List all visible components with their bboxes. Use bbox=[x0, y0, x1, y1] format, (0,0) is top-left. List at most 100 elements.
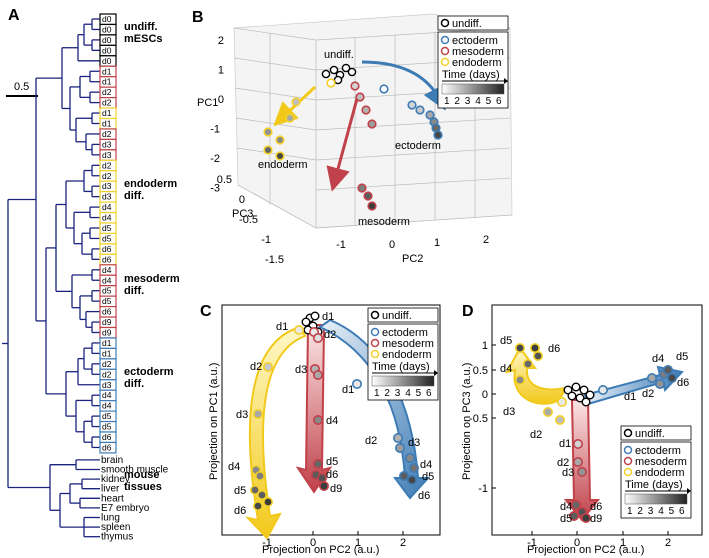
xtick-label: 2 bbox=[665, 537, 671, 549]
tissue-label: liver bbox=[101, 484, 120, 495]
pc3-ticks: 0.5 0 -0.5-1 -1.5 bbox=[217, 174, 284, 266]
legend-time-arrowhead bbox=[434, 370, 438, 376]
pca-point-ecto bbox=[407, 100, 417, 110]
tissue-label: thymus bbox=[101, 532, 133, 543]
panel-b: B PC1 PC3 PC2 210-1-2-3 0.50-0.5-1-1.5 -… bbox=[192, 9, 513, 266]
legend-ecto-marker bbox=[623, 445, 633, 455]
legend-box bbox=[620, 441, 692, 519]
pca-point-undiff bbox=[341, 63, 351, 73]
pca-point-ecto bbox=[425, 110, 435, 120]
group-label: diff. bbox=[124, 190, 144, 202]
axis-label-pc3: PC3 bbox=[232, 208, 253, 220]
leaf-label: d1 bbox=[102, 338, 112, 348]
legend-time-gradient bbox=[371, 375, 435, 387]
point-meso bbox=[316, 472, 327, 483]
legend-endo-marker bbox=[440, 57, 450, 67]
panel-letter-d: D bbox=[462, 303, 474, 320]
endoderm-day-label: d6 bbox=[548, 343, 560, 355]
scale-bar-label: 0.5 bbox=[14, 81, 29, 93]
legend-undiff-marker bbox=[623, 428, 633, 438]
ytick-label: 0 bbox=[482, 389, 488, 401]
ectoderm-day-label: d6 bbox=[418, 490, 430, 502]
legend-undiff-marker bbox=[370, 310, 380, 320]
legend-endo-label: endoderm bbox=[382, 349, 432, 361]
leaf-label: d6 bbox=[102, 254, 112, 264]
legend-endo-marker bbox=[623, 467, 633, 477]
tissue-label: brain bbox=[101, 455, 123, 466]
point-meso bbox=[568, 510, 579, 521]
pca-point-meso bbox=[367, 119, 377, 129]
point-meso bbox=[580, 512, 591, 523]
point-endo bbox=[514, 342, 525, 353]
point-endo bbox=[253, 408, 264, 419]
legend-box bbox=[437, 31, 509, 109]
legend-time-tick: 6 bbox=[496, 96, 502, 107]
leaf-label: d2 bbox=[102, 129, 112, 139]
point-undiff bbox=[301, 317, 311, 327]
pca-points bbox=[263, 63, 443, 211]
endoderm-day-label: d6 bbox=[234, 505, 246, 517]
ectoderm-day-label: d4 bbox=[652, 353, 664, 365]
group-labels: undiff.mESCsendodermdiff.mesodermdiff.ec… bbox=[124, 21, 180, 493]
legend-meso-label: mesoderm bbox=[382, 338, 434, 350]
leaf-box-ecto bbox=[99, 441, 117, 454]
axis-label-pc2: PC2 bbox=[402, 253, 423, 265]
leaf-label: d3 bbox=[102, 150, 112, 160]
group-label: diff. bbox=[124, 285, 144, 297]
legend-time-title: Time (days) bbox=[372, 361, 430, 373]
projection-points-d bbox=[514, 342, 677, 523]
pca-point-undiff bbox=[347, 67, 357, 77]
legend-time-tick: 1 bbox=[627, 506, 633, 517]
leaf-label: d0 bbox=[102, 56, 112, 66]
legend-ecto-marker bbox=[370, 327, 380, 337]
point-endo bbox=[556, 396, 567, 407]
point-ecto bbox=[406, 474, 417, 485]
point-endo bbox=[293, 324, 304, 335]
leaf-label: d3 bbox=[102, 181, 112, 191]
point-meso bbox=[576, 466, 587, 477]
group-label: mesoderm bbox=[124, 273, 180, 285]
point-endo bbox=[532, 350, 543, 361]
legend-time-tick: 2 bbox=[384, 388, 390, 399]
endoderm-day-label: d3 bbox=[236, 409, 248, 421]
legend-time-tick: 2 bbox=[637, 506, 643, 517]
mesoderm-day-label: d2 bbox=[324, 329, 336, 341]
endoderm-day-label: d2 bbox=[530, 429, 542, 441]
xtick-label: -1 bbox=[262, 537, 272, 549]
leaf-label: d6 bbox=[102, 307, 112, 317]
pc2-ticks: -1 0 1 2 bbox=[336, 234, 489, 251]
leaf-label: d5 bbox=[102, 422, 112, 432]
legend-undiff-box bbox=[437, 15, 509, 31]
leaf-label: d1 bbox=[102, 66, 112, 76]
xtick-label: 2 bbox=[400, 537, 406, 549]
pc2-tick-label: 0 bbox=[389, 239, 395, 251]
point-ecto bbox=[351, 378, 362, 389]
endoderm-day-label: d5 bbox=[234, 485, 246, 497]
point-endo bbox=[250, 484, 261, 495]
legend-time-tick: 4 bbox=[475, 96, 481, 107]
pca-point-endo bbox=[285, 113, 295, 123]
xtick-label: -1 bbox=[527, 537, 537, 549]
pc2-tick-label: -1 bbox=[336, 239, 346, 251]
tissue-label: kidney bbox=[101, 474, 130, 485]
legend-time-tick: 6 bbox=[679, 506, 685, 517]
legend-time-tick: 4 bbox=[658, 506, 664, 517]
legend-ecto-label: ectoderm bbox=[452, 35, 498, 47]
pca-point-meso bbox=[367, 201, 377, 211]
tissue-label: lung bbox=[101, 513, 120, 524]
leaf-label: d1 bbox=[102, 108, 112, 118]
leaf-label: d2 bbox=[102, 87, 112, 97]
point-undiff bbox=[310, 311, 320, 321]
point-ecto bbox=[597, 384, 608, 395]
mesoderm-day-label: d4 bbox=[326, 415, 338, 427]
legend-time-tick: 5 bbox=[416, 388, 422, 399]
leaf-label: d4 bbox=[102, 275, 112, 285]
group-label: mESCs bbox=[124, 33, 163, 45]
leaf-label: d3 bbox=[102, 380, 112, 390]
legend-meso-label: mesoderm bbox=[635, 456, 687, 468]
mesoderm-day-label: d1 bbox=[322, 311, 334, 323]
